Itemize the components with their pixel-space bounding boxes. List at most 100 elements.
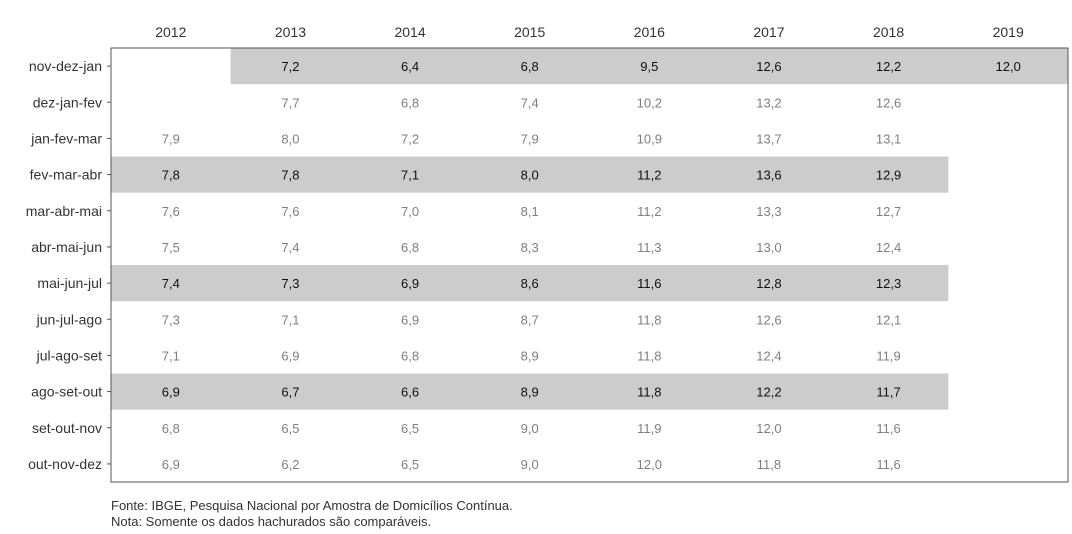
cell-value: 6,2 xyxy=(281,457,299,472)
cell-value: 7,6 xyxy=(162,204,180,219)
cell-value: 7,0 xyxy=(401,204,419,219)
cell-value: 8,6 xyxy=(521,276,539,291)
cell-value: 12,4 xyxy=(876,240,901,255)
cell-value: 6,4 xyxy=(401,59,419,74)
cell-value: 11,8 xyxy=(757,457,781,472)
cell-value: 12,2 xyxy=(876,59,901,74)
cell-value: 11,9 xyxy=(876,348,900,363)
comparability-note: Nota: Somente os dados hachurados são co… xyxy=(111,514,432,529)
panel-border xyxy=(110,47,1069,483)
table-chart: 2012 2013 2014 2015 2016 2017 2018 2019 nov-dez-… xyxy=(26,24,1069,483)
cell-value: 11,8 xyxy=(637,348,661,363)
cell-value: 8,9 xyxy=(521,385,539,400)
shaded-band xyxy=(111,156,949,193)
cell-value: 7,9 xyxy=(521,131,539,146)
cell-value: 12,3 xyxy=(876,276,901,291)
cell-value: 13,7 xyxy=(756,131,781,146)
cell-value: 11,7 xyxy=(876,385,900,400)
cell-value: 13,1 xyxy=(876,131,901,146)
row-label: nov-dez-jan xyxy=(29,58,102,74)
row-label: mar-abr-mai xyxy=(26,203,102,219)
shaded-band xyxy=(111,373,949,410)
cell-value: 11,2 xyxy=(637,168,661,183)
cell-value: 9,0 xyxy=(521,421,539,436)
cell-value: 6,9 xyxy=(281,348,299,363)
cell-value: 6,9 xyxy=(162,457,180,472)
row-label: jan-fev-mar xyxy=(30,130,102,146)
cell-value: 8,3 xyxy=(521,240,539,255)
cell-value: 7,1 xyxy=(162,348,180,363)
cell-value: 13,6 xyxy=(756,168,781,183)
cell-value: 7,4 xyxy=(281,240,299,255)
shaded-band xyxy=(230,48,1068,85)
year-label: 2014 xyxy=(394,24,425,40)
cell-value: 9,5 xyxy=(640,59,658,74)
cell-value: 11,6 xyxy=(876,421,900,436)
cell-value: 11,9 xyxy=(637,421,661,436)
cell-value: 8,1 xyxy=(521,204,539,219)
cell-value: 7,5 xyxy=(162,240,180,255)
cell-value: 7,8 xyxy=(162,168,180,183)
year-label: 2019 xyxy=(993,24,1024,40)
cell-value: 12,8 xyxy=(756,276,781,291)
cell-value: 7,3 xyxy=(281,276,299,291)
cell-value: 6,8 xyxy=(401,95,419,110)
cell-value: 6,5 xyxy=(401,421,419,436)
row-label: jun-jul-ago xyxy=(36,311,103,327)
cell-value: 10,9 xyxy=(637,131,662,146)
cell-value: 12,2 xyxy=(756,385,781,400)
row-label: out-nov-dez xyxy=(28,456,102,472)
row-label: mai-jun-jul xyxy=(37,275,102,291)
cell-value: 12,0 xyxy=(756,421,781,436)
cell-value: 12,0 xyxy=(996,59,1021,74)
cell-value: 7,4 xyxy=(521,95,539,110)
row-label: jul-ago-set xyxy=(36,347,102,363)
cell-value: 7,1 xyxy=(401,168,419,183)
row-label: abr-mai-jun xyxy=(31,239,102,255)
cell-value: 7,3 xyxy=(162,312,180,327)
cell-value: 6,8 xyxy=(521,59,539,74)
cell-value: 8,0 xyxy=(521,168,539,183)
cell-value: 6,9 xyxy=(162,385,180,400)
cell-value: 12,7 xyxy=(876,204,901,219)
cell-value: 12,6 xyxy=(756,312,781,327)
cell-value: 12,4 xyxy=(756,348,781,363)
cell-value: 8,7 xyxy=(521,312,539,327)
cell-value: 11,2 xyxy=(637,204,661,219)
cell-value: 11,6 xyxy=(876,457,900,472)
year-label: 2017 xyxy=(753,24,784,40)
cell-value: 12,6 xyxy=(756,59,781,74)
cell-value: 6,5 xyxy=(281,421,299,436)
cell-value: 7,6 xyxy=(281,204,299,219)
cell-value: 6,8 xyxy=(401,240,419,255)
cell-value: 6,9 xyxy=(401,276,419,291)
cell-value: 6,8 xyxy=(401,348,419,363)
cell-value: 13,3 xyxy=(756,204,781,219)
cell-value: 10,2 xyxy=(637,95,662,110)
year-label: 2018 xyxy=(873,24,904,40)
cell-value: 8,9 xyxy=(521,348,539,363)
row-label: dez-jan-fev xyxy=(33,94,102,110)
year-label: 2012 xyxy=(155,24,186,40)
cell-value: 7,4 xyxy=(162,276,180,291)
cell-value: 11,6 xyxy=(637,276,661,291)
year-label: 2016 xyxy=(634,24,665,40)
cell-value: 6,6 xyxy=(401,385,419,400)
cell-value: 7,1 xyxy=(281,312,299,327)
cell-value: 12,0 xyxy=(637,457,662,472)
cell-value: 6,7 xyxy=(281,385,299,400)
cell-value: 12,9 xyxy=(876,168,901,183)
cell-value: 12,6 xyxy=(876,95,901,110)
shaded-band xyxy=(111,265,949,302)
row-label: set-out-nov xyxy=(32,420,102,436)
cell-value: 12,1 xyxy=(876,312,901,327)
cell-value: 6,8 xyxy=(162,421,180,436)
cell-value: 11,8 xyxy=(637,312,661,327)
cell-value: 6,9 xyxy=(401,312,419,327)
cell-value: 7,2 xyxy=(401,131,419,146)
cell-value: 8,0 xyxy=(281,131,299,146)
row-label: fev-mar-abr xyxy=(30,167,103,183)
cell-value: 7,7 xyxy=(281,95,299,110)
year-label: 2013 xyxy=(275,24,306,40)
cell-value: 13,0 xyxy=(756,240,781,255)
